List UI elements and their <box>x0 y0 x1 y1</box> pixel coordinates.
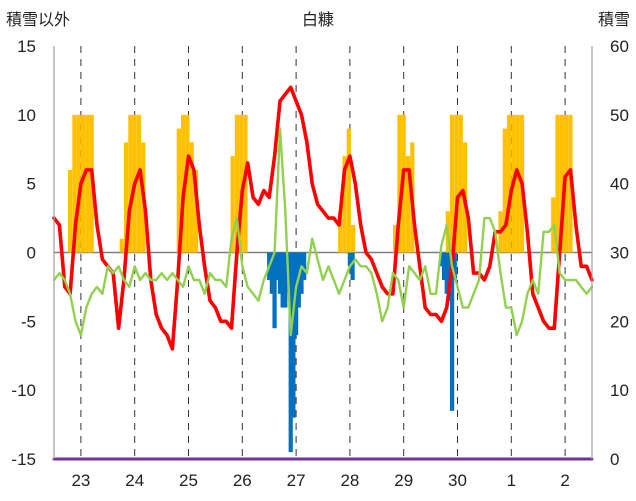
y-right-tick-label: 20 <box>610 312 629 331</box>
bar-0-25 <box>392 224 398 253</box>
x-tick-label: 24 <box>125 471 144 490</box>
bar-0-20 <box>243 114 248 253</box>
bar-0-4 <box>85 114 90 253</box>
x-tick-label: 23 <box>71 471 90 490</box>
bar-0-8 <box>128 114 133 253</box>
y-left-tick-label: 0 <box>27 244 36 263</box>
bar-series <box>68 114 573 453</box>
bar-1-6 <box>283 252 288 308</box>
bar-0-39 <box>515 114 520 253</box>
bar-1-16 <box>439 252 444 267</box>
bar-0-19 <box>239 114 244 253</box>
bar-1-4 <box>277 252 283 294</box>
bar-0-23 <box>346 128 351 253</box>
bar-0-24 <box>351 224 356 253</box>
bar-0-2 <box>76 114 81 253</box>
y-left-tick-label: -15 <box>11 450 36 469</box>
bar-0-18 <box>234 114 240 253</box>
bar-0-1 <box>72 114 77 253</box>
bar-1-2 <box>272 252 277 329</box>
x-tick-label: 25 <box>179 471 198 490</box>
x-tick-label: 30 <box>448 471 467 490</box>
bar-0-37 <box>507 114 512 253</box>
plot-frame <box>53 46 593 459</box>
bar-0-17 <box>230 156 235 253</box>
x-tick-label: 29 <box>394 471 413 490</box>
x-tick-label: 26 <box>233 471 252 490</box>
y-left-tick-label: 15 <box>17 37 36 56</box>
bar-1-12 <box>299 252 304 294</box>
bar-1-20 <box>450 252 455 411</box>
bar-0-10 <box>136 114 142 253</box>
bar-1-8 <box>288 252 293 453</box>
y-left-tick-label: 10 <box>17 106 36 125</box>
bar-1-13 <box>302 252 307 281</box>
y-right-tick-label: 10 <box>610 381 629 400</box>
y-left-tick-label: -10 <box>11 381 36 400</box>
bar-1-9 <box>291 252 296 418</box>
bar-1-14 <box>347 252 352 267</box>
bar-1-18 <box>444 252 449 294</box>
y-left-tick-label: -5 <box>21 312 36 331</box>
bar-1-3 <box>275 252 280 281</box>
bar-0-3 <box>80 114 86 253</box>
y-right-tick-label: 60 <box>610 37 629 56</box>
bar-1-5 <box>280 252 285 308</box>
x-axis-ticks: 23 24 25 26 27 28 29 30 1 2 <box>71 471 569 490</box>
y-left-tick-label: 5 <box>27 175 36 194</box>
bar-0-6 <box>119 238 124 253</box>
x-tick-label: 1 <box>507 471 516 490</box>
y-right-tick-label: 30 <box>610 244 629 263</box>
right-axis-title: 積雪 <box>598 10 630 29</box>
bar-0-36 <box>502 128 507 253</box>
x-tick-label: 27 <box>287 471 306 490</box>
bar-0-14 <box>185 114 190 253</box>
y-right-tick-label: 0 <box>610 450 619 469</box>
bar-0-0 <box>68 169 73 253</box>
bar-0-42 <box>555 114 560 253</box>
bar-0-26 <box>397 114 402 253</box>
line-series <box>52 85 594 461</box>
bar-1-15 <box>350 252 355 281</box>
bar-1-17 <box>441 252 447 281</box>
bar-0-33 <box>458 114 463 253</box>
bar-0-21 <box>338 211 343 253</box>
line-series-2 <box>52 85 594 351</box>
y-right-tick-label: 40 <box>610 175 629 194</box>
bar-0-32 <box>454 114 459 253</box>
bar-1-21 <box>452 252 457 281</box>
bar-0-28 <box>405 156 411 253</box>
plot-area <box>52 46 594 461</box>
x-tick-label: 28 <box>340 471 359 490</box>
line-series-3 <box>52 127 594 337</box>
chart-title: 白糠 <box>302 10 334 29</box>
bar-0-16 <box>193 169 199 253</box>
bar-1-1 <box>269 252 274 294</box>
y-right-tick-label: 50 <box>610 106 629 125</box>
bar-0-7 <box>123 142 129 253</box>
bar-0-22 <box>342 156 347 253</box>
right-axis-ticks: 60 50 40 30 20 10 0 <box>610 37 629 469</box>
bar-0-31 <box>450 114 455 253</box>
left-axis-ticks: 15 10 5 0 -5 -10 -15 <box>11 37 36 469</box>
x-tick-label: 2 <box>560 471 569 490</box>
bar-0-15 <box>189 142 194 253</box>
left-axis-title: 積雪以外 <box>6 10 70 29</box>
bar-0-43 <box>559 114 564 253</box>
bar-0-12 <box>176 128 181 253</box>
